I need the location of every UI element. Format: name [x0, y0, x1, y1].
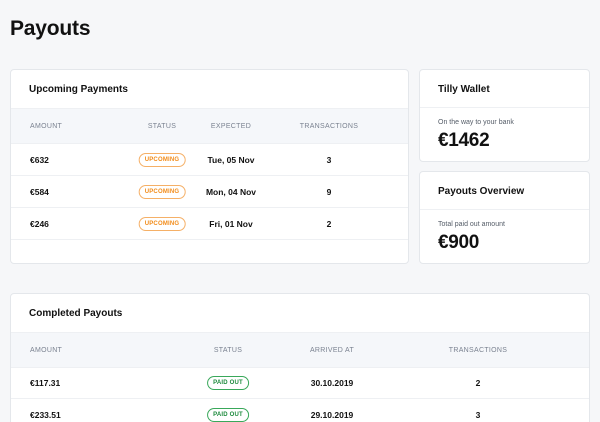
- table-row[interactable]: €632 UPCOMING Tue, 05 Nov 3: [11, 144, 408, 176]
- wallet-value: €1462: [438, 130, 490, 151]
- expected-cell: Tue, 05 Nov: [207, 155, 255, 165]
- wallet-label: On the way to your bank: [438, 119, 514, 126]
- overview-label: Total paid out amount: [438, 221, 505, 228]
- status-badge: UPCOMING: [138, 153, 186, 167]
- completed-payouts-title: Completed Payouts: [29, 308, 123, 319]
- card-divider: [420, 209, 589, 210]
- upcoming-table-header: AMOUNT STATUS EXPECTED TRANSACTIONS: [11, 108, 408, 144]
- arrived-at-cell: 29.10.2019: [310, 410, 354, 420]
- expected-cell: Fri, 01 Nov: [209, 219, 253, 229]
- table-row[interactable]: €246 UPCOMING Fri, 01 Nov 2: [11, 208, 408, 240]
- transactions-cell: 3: [326, 155, 332, 165]
- completed-table-header: AMOUNT STATUS ARRIVED AT TRANSACTIONS: [11, 332, 589, 368]
- column-header-amount: AMOUNT: [30, 123, 63, 130]
- column-header-status: STATUS: [213, 347, 243, 354]
- upcoming-payments-card: Upcoming Payments AMOUNT STATUS EXPECTED…: [10, 69, 409, 264]
- column-header-transactions: TRANSACTIONS: [299, 123, 359, 130]
- table-row[interactable]: €584 UPCOMING Mon, 04 Nov 9: [11, 176, 408, 208]
- transactions-cell: 9: [326, 187, 332, 197]
- tilly-wallet-title: Tilly Wallet: [438, 84, 490, 95]
- page-title: Payouts: [10, 17, 91, 40]
- status-badge: UPCOMING: [138, 217, 186, 231]
- status-badge: PAID OUT: [207, 408, 249, 422]
- tilly-wallet-card: Tilly Wallet On the way to your bank €14…: [419, 69, 590, 162]
- upcoming-payments-title: Upcoming Payments: [29, 84, 128, 95]
- overview-value: €900: [438, 232, 480, 253]
- amount-cell: €584: [30, 187, 49, 197]
- transactions-cell: 3: [475, 410, 481, 420]
- column-header-status: STATUS: [147, 123, 177, 130]
- amount-cell: €632: [30, 155, 49, 165]
- column-header-arrived-at: ARRIVED AT: [309, 347, 355, 354]
- payouts-overview-title: Payouts Overview: [438, 186, 525, 197]
- table-row[interactable]: €233.51 PAID OUT 29.10.2019 3: [11, 399, 589, 422]
- expected-cell: Mon, 04 Nov: [205, 187, 257, 197]
- arrived-at-cell: 30.10.2019: [310, 378, 354, 388]
- status-badge: UPCOMING: [138, 185, 186, 199]
- amount-cell: €246: [30, 219, 49, 229]
- completed-payouts-card: Completed Payouts AMOUNT STATUS ARRIVED …: [10, 293, 590, 422]
- card-divider: [420, 107, 589, 108]
- column-header-amount: AMOUNT: [30, 347, 63, 354]
- transactions-cell: 2: [326, 219, 332, 229]
- amount-cell: €117.31: [30, 378, 61, 388]
- table-row[interactable]: €117.31 PAID OUT 30.10.2019 2: [11, 367, 589, 399]
- status-badge: PAID OUT: [207, 376, 249, 390]
- transactions-cell: 2: [475, 378, 481, 388]
- amount-cell: €233.51: [30, 410, 61, 420]
- column-header-transactions: TRANSACTIONS: [448, 347, 508, 354]
- column-header-expected: EXPECTED: [210, 123, 252, 130]
- payouts-overview-card: Payouts Overview Total paid out amount €…: [419, 171, 590, 264]
